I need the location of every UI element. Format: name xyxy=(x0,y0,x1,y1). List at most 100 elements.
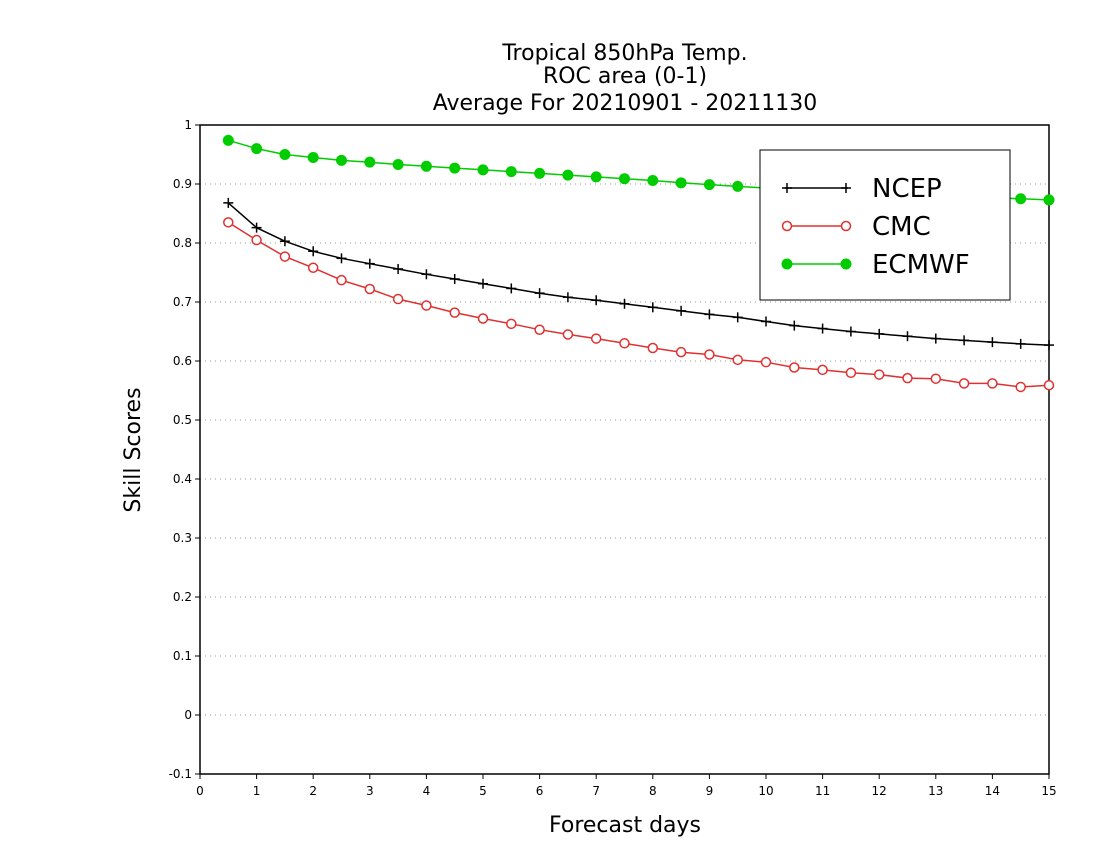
x-tick-label: 7 xyxy=(592,784,600,798)
plot-area xyxy=(199,124,1050,775)
y-tick-label: 0.9 xyxy=(173,177,192,191)
ncep-point xyxy=(704,309,715,320)
x-tick-label: 2 xyxy=(309,784,317,798)
y-axis-title: Skill Scores xyxy=(121,387,146,512)
ncep-point xyxy=(647,302,658,313)
cmc-point xyxy=(619,338,630,349)
ncep-point xyxy=(987,337,998,348)
x-tick-label: 1 xyxy=(253,784,261,798)
ecmwf-point xyxy=(1043,194,1055,206)
legend-cmc-marker-start xyxy=(781,220,793,232)
cmc-point xyxy=(477,313,489,324)
ecmwf-point xyxy=(222,134,234,146)
cmc-point xyxy=(364,283,376,295)
x-tick-label: 4 xyxy=(423,784,431,798)
cmc-point xyxy=(279,251,291,262)
ncep-point xyxy=(308,246,319,257)
series-cmc xyxy=(223,217,1055,393)
x-tick-label: 13 xyxy=(928,784,943,798)
legend-ecmwf-label: ECMWF xyxy=(872,250,970,280)
cmc-point xyxy=(449,307,460,318)
axes: -0.100.10.20.30.40.50.60.70.80.910 1 2 3 4 5 6… xyxy=(169,118,1057,798)
ncep-point xyxy=(817,323,828,334)
ncep-point xyxy=(364,258,375,269)
y-tick-label: 0.7 xyxy=(173,295,192,309)
cmc-point xyxy=(902,372,913,384)
ncep-point xyxy=(223,197,234,208)
ncep-point xyxy=(562,292,573,303)
cmc-point xyxy=(704,349,715,360)
legend: NCEP CMC ECMWF xyxy=(759,149,1011,301)
ecmwf-point xyxy=(675,177,687,189)
cmc-point xyxy=(534,324,545,335)
ecmwf-point xyxy=(505,166,517,178)
cmc-point xyxy=(873,369,885,380)
cmc-point xyxy=(1015,381,1026,393)
cmc-point xyxy=(506,318,517,330)
ncep-point xyxy=(251,222,262,233)
ecmwf-point xyxy=(732,180,744,192)
legend-ncep-marker-end xyxy=(841,183,851,193)
ncep-point xyxy=(845,326,856,337)
legend-box xyxy=(759,149,1011,301)
y-tick-label: -0.1 xyxy=(169,767,192,781)
x-tick-label: 3 xyxy=(366,784,374,798)
ecmwf-point xyxy=(307,151,319,163)
legend-ecmwf-marker-start xyxy=(781,258,793,270)
y-tick-label: 0.5 xyxy=(173,413,192,427)
ecmwf-point xyxy=(590,171,602,183)
ncep-point xyxy=(478,278,488,289)
cmc-point xyxy=(392,293,404,305)
chart-title-line-2: ROC area (0-1) xyxy=(543,64,707,89)
x-tick-label: 12 xyxy=(872,784,887,798)
y-tick-label: 0.3 xyxy=(173,531,192,545)
ncep-point xyxy=(959,335,970,346)
chart-title-line-3: Average For 20210901 - 20211130 xyxy=(433,91,818,116)
ncep-point xyxy=(393,263,404,274)
ecmwf-point xyxy=(279,149,291,160)
ecmwf-point xyxy=(619,173,630,185)
ecmwf-point xyxy=(449,162,461,174)
legend-cmc-marker-end xyxy=(840,220,852,232)
ecmwf-point xyxy=(336,154,347,166)
cmc-point xyxy=(307,262,319,274)
ecmwf-point xyxy=(477,164,489,176)
legend-cmc-label: CMC xyxy=(872,212,931,242)
ncep-point xyxy=(676,305,687,316)
x-tick-label: 10 xyxy=(758,784,773,798)
cmc-point xyxy=(987,378,998,389)
y-tick-label: 1 xyxy=(184,118,192,132)
ncep-point xyxy=(336,253,347,264)
ncep-point xyxy=(1044,340,1054,351)
ecmwf-point xyxy=(251,143,263,155)
ncep-point xyxy=(279,236,290,247)
ecmwf-point xyxy=(1015,193,1027,205)
cmc-point xyxy=(223,217,234,228)
x-axis-title: Forecast days xyxy=(549,813,701,838)
ecmwf-point xyxy=(534,167,546,179)
y-tick-label: 0.6 xyxy=(173,354,192,368)
ecmwf-point xyxy=(420,160,432,172)
ecmwf-point xyxy=(364,156,376,168)
y-tick-label: 0.2 xyxy=(173,590,192,604)
cmc-point xyxy=(930,373,942,384)
cmc-point xyxy=(760,356,772,368)
cmc-point xyxy=(336,274,347,286)
ncep-point xyxy=(874,328,885,339)
legend-ncep-marker-start xyxy=(782,183,792,193)
x-tick-label: 9 xyxy=(706,784,714,798)
x-tick-label: 11 xyxy=(815,784,830,798)
cmc-point xyxy=(590,333,602,344)
chart-title-line-1: Tropical 850hPa Temp. xyxy=(501,41,747,66)
x-tick-label: 8 xyxy=(649,784,657,798)
ncep-point xyxy=(449,273,460,284)
ecmwf-point xyxy=(562,169,574,181)
ncep-point xyxy=(732,312,743,323)
cmc-point xyxy=(251,234,262,246)
ncep-point xyxy=(1015,338,1026,349)
x-tick-label: 14 xyxy=(985,784,1000,798)
ncep-point xyxy=(930,333,941,344)
cmc-point xyxy=(817,364,828,376)
cmc-point xyxy=(845,367,857,379)
